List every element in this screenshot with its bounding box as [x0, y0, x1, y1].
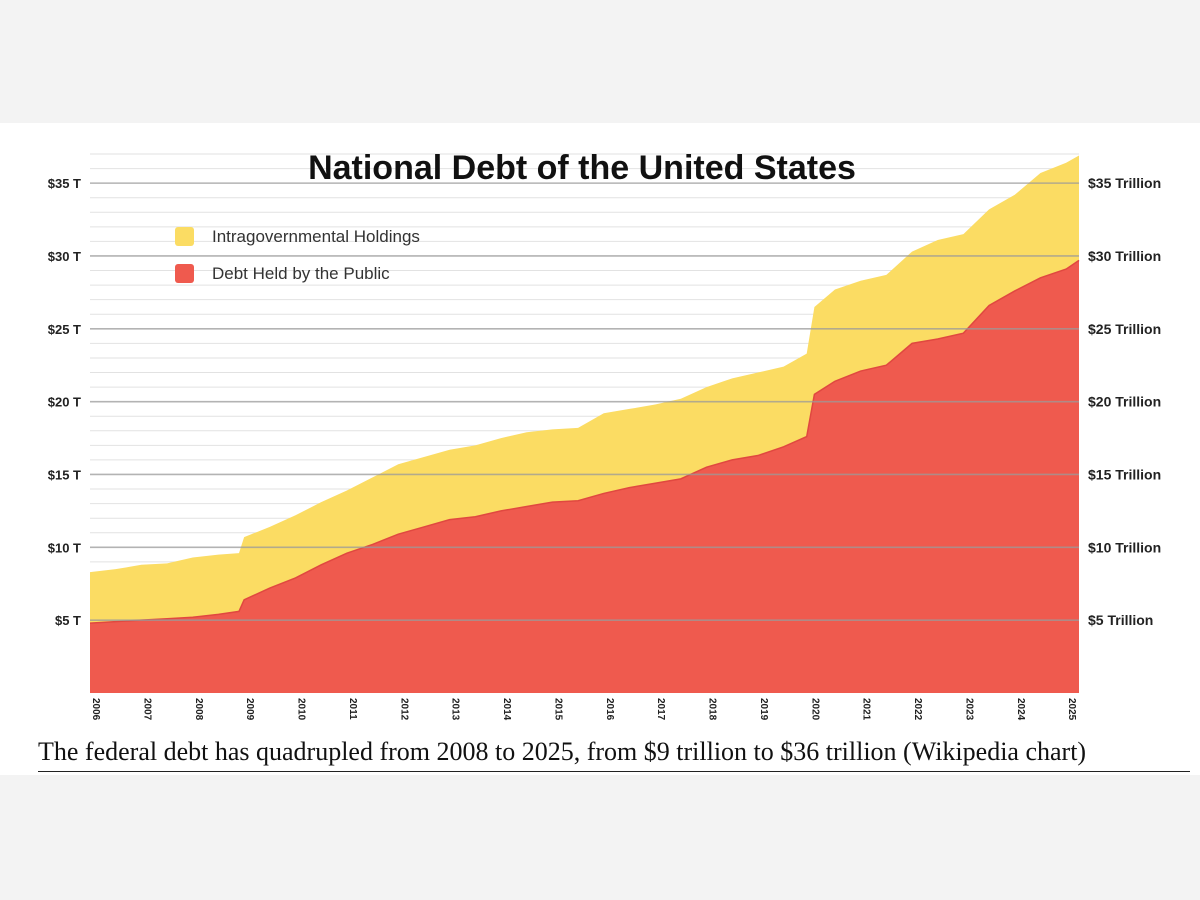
x-tick-label: 2014 [501, 698, 512, 721]
x-tick-label: 2019 [758, 698, 769, 721]
y-tick-label-right: $20 Trillion [1088, 394, 1161, 410]
x-tick-label: 2020 [809, 698, 820, 721]
x-tick-label: 2008 [193, 698, 204, 721]
x-tick-label: 2023 [963, 698, 974, 721]
x-tick-label: 2011 [347, 698, 358, 720]
legend-label-intragovernmental: Intragovernmental Holdings [212, 227, 420, 246]
y-tick-label-right: $30 Trillion [1088, 248, 1161, 264]
legend-swatch-intragovernmental [175, 227, 194, 246]
y-tick-label-left: $10 T [48, 540, 81, 555]
legend: Intragovernmental Holdings Debt Held by … [175, 227, 420, 283]
x-tick-label: 2025 [1066, 698, 1077, 721]
y-tick-label-left: $20 T [48, 395, 81, 410]
x-tick-label: 2018 [707, 698, 718, 721]
x-tick-label: 2015 [552, 698, 563, 721]
x-tick-label: 2007 [141, 698, 152, 721]
y-tick-label-right: $5 Trillion [1088, 612, 1153, 628]
x-tick-label: 2012 [398, 698, 409, 721]
area-debt-held-by-public [90, 260, 1079, 693]
x-tick-label: 2010 [296, 698, 307, 721]
y-tick-label-left: $30 T [48, 249, 81, 264]
y-tick-label-left: $5 T [55, 613, 81, 628]
x-tick-label: 2022 [912, 698, 923, 721]
legend-swatch-public [175, 264, 194, 283]
y-tick-label-left: $15 T [48, 467, 81, 482]
y-tick-label-left: $35 T [48, 176, 81, 191]
x-tick-label: 2024 [1015, 698, 1026, 721]
chart-title: National Debt of the United States [308, 149, 856, 187]
y-tick-label-right: $15 Trillion [1088, 466, 1161, 482]
x-tick-label: 2021 [861, 698, 872, 721]
figure-caption: The federal debt has quadrupled from 200… [38, 737, 1190, 772]
x-axis: 2006 2007 2008 2009 2010 2011 2012 2013 2014 2015… [90, 698, 1077, 721]
y-tick-label-right: $25 Trillion [1088, 321, 1161, 337]
area-series [89, 155, 1080, 693]
y-axis-left: $5 T $10 T $15 T $20 T $25 T $30 T $35 T [48, 176, 81, 628]
x-tick-label: 2006 [90, 698, 101, 721]
debt-chart: $5 T $10 T $15 T $20 T $25 T $30 T $35 T $5 Tr… [48, 149, 1161, 721]
major-gridlines [90, 182, 1079, 621]
x-tick-label: 2016 [604, 698, 615, 721]
line-debt-held-by-public [89, 259, 1080, 624]
x-tick-label: 2009 [244, 698, 255, 721]
y-axis-right: $5 Trillion $10 Trillion $15 Trillion $20 T… [1088, 175, 1161, 628]
x-tick-label: 2017 [655, 698, 666, 721]
x-tick-label: 2013 [450, 698, 461, 721]
legend-label-public: Debt Held by the Public [212, 264, 390, 283]
y-tick-label-right: $10 Trillion [1088, 539, 1161, 555]
y-tick-label-right: $35 Trillion [1088, 175, 1161, 191]
y-tick-label-left: $25 T [48, 322, 81, 337]
chart-figure: $5 T $10 T $15 T $20 T $25 T $30 T $35 T $5 Tr… [0, 123, 1200, 775]
